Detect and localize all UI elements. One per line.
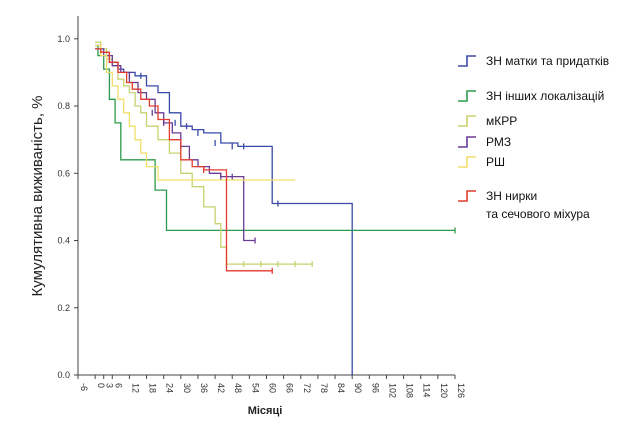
x-tick-label: 0 bbox=[96, 383, 106, 388]
legend-label-4: РШ bbox=[486, 155, 505, 169]
x-tick-label: 6 bbox=[113, 383, 123, 388]
x-tick-label: 54 bbox=[250, 383, 260, 393]
legend: ЗН матки та придатків ЗН інших локалізаці… bbox=[458, 54, 609, 221]
x-tick-label: 60 bbox=[268, 383, 278, 393]
y-tick-label: 0.2 bbox=[57, 303, 70, 313]
y-tick-label: 0.8 bbox=[57, 101, 70, 111]
legend-swatch-1 bbox=[458, 90, 476, 102]
y-tick-label: 0.0 bbox=[57, 370, 70, 380]
x-tick-label: 96 bbox=[370, 383, 380, 393]
series-line-5 bbox=[95, 48, 273, 272]
y-tick-label: 0.4 bbox=[57, 236, 70, 246]
legend-label-0: ЗН матки та придатків bbox=[486, 54, 609, 68]
x-tick-label: 114 bbox=[422, 383, 432, 397]
x-tick-label: 42 bbox=[216, 383, 226, 393]
legend-swatch-5 bbox=[458, 190, 476, 202]
x-tick-label: 66 bbox=[285, 383, 295, 393]
x-tick-label: 36 bbox=[199, 383, 209, 393]
x-tick-label: 24 bbox=[165, 383, 175, 393]
legend-label-1: ЗН інших локалізацій bbox=[486, 89, 604, 103]
x-tick-label: 84 bbox=[336, 383, 346, 393]
x-tick-label: 30 bbox=[182, 383, 192, 393]
x-tick-label: -6 bbox=[79, 383, 89, 391]
x-axis-ticks: -6 036 12 18 24 30 36 42 48 54 60 66 72 78 84 90 96 102 10… bbox=[77, 375, 466, 398]
legend-label-5: ЗН нирки та сечового міхура bbox=[486, 189, 590, 221]
legend-swatch-0 bbox=[458, 55, 476, 67]
series-line-4 bbox=[95, 44, 296, 181]
legend-swatch-4 bbox=[458, 156, 476, 168]
y-tick-label: 0.6 bbox=[57, 168, 70, 178]
x-tick-label: 78 bbox=[319, 383, 329, 393]
x-tick-label: 18 bbox=[148, 383, 158, 393]
x-tick-label: 126 bbox=[456, 383, 466, 398]
legend-label-2: мКРР bbox=[486, 114, 517, 128]
legend-label-3: РМЗ bbox=[486, 135, 511, 149]
legend-swatch-3 bbox=[458, 136, 476, 148]
x-tick-label: 120 bbox=[439, 383, 449, 398]
x-tick-label: 48 bbox=[233, 383, 243, 393]
x-tick-label: 90 bbox=[353, 383, 363, 393]
legend-swatch-2 bbox=[458, 115, 476, 127]
y-axis-ticks: 0.0 0.2 0.4 0.6 0.8 1.0 bbox=[57, 34, 78, 380]
y-tick-label: 1.0 bbox=[57, 34, 70, 44]
x-axis-label: Місяці bbox=[248, 405, 283, 417]
x-tick-label: 72 bbox=[302, 383, 312, 393]
x-tick-label: 12 bbox=[130, 383, 140, 393]
x-tick-label: 3 bbox=[105, 383, 115, 388]
series-line-3 bbox=[95, 48, 256, 242]
series-lines bbox=[95, 41, 456, 375]
x-tick-label: 108 bbox=[405, 383, 415, 398]
y-axis-label: Кумулятивна виживаність, % bbox=[29, 96, 46, 297]
axes bbox=[77, 16, 455, 376]
x-tick-label: 102 bbox=[387, 383, 397, 398]
series-line-1 bbox=[95, 44, 455, 232]
series-line-0 bbox=[95, 44, 353, 375]
